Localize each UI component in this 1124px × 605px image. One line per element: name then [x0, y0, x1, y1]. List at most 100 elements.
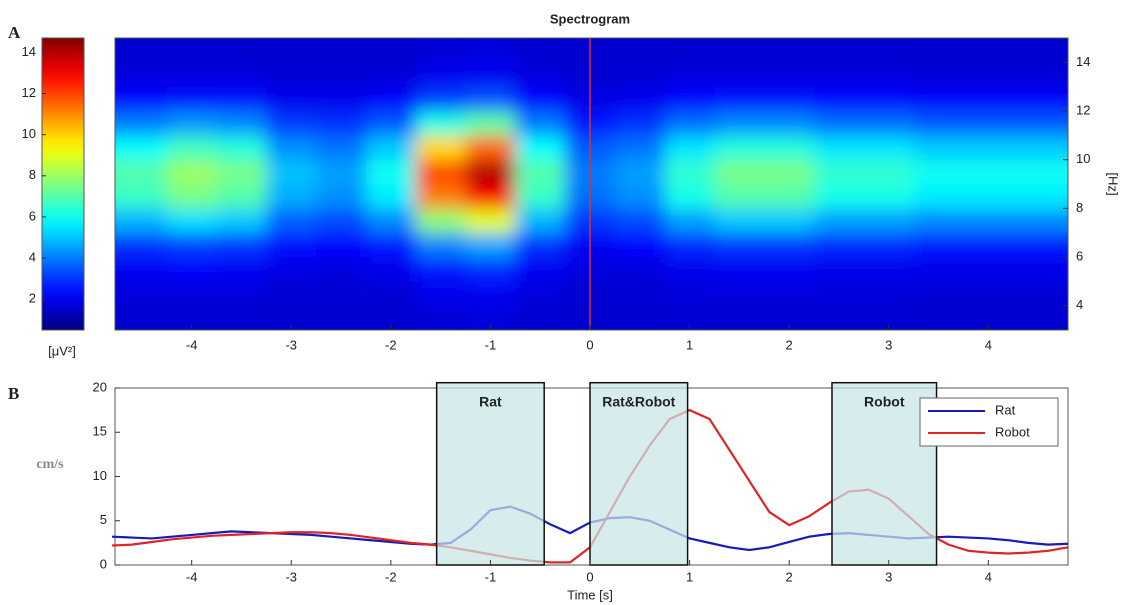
y-axis-title: cm/s: [36, 457, 64, 472]
heatmap-cell: [316, 281, 367, 307]
heatmap-cell: [415, 86, 467, 112]
heatmap-cell: [1013, 257, 1068, 282]
colorbar-tick-label: 2: [29, 291, 36, 306]
heatmap-cell: [814, 135, 865, 161]
heatmap-cell: [664, 184, 715, 209]
heatmap-cell: [913, 111, 964, 136]
y-tick-label: 12: [1076, 102, 1090, 117]
heatmap-cell: [963, 257, 1014, 282]
heatmap-cell: [515, 135, 566, 161]
colorbar-tick-label: 6: [29, 208, 36, 223]
heatmap-cell: [963, 281, 1014, 307]
heatmap-cell: [814, 38, 865, 63]
heatmap-cell: [415, 135, 467, 161]
heatmap-cell: [415, 305, 467, 330]
period-label: Rat&Robot: [602, 393, 675, 409]
heatmap-cell: [365, 111, 417, 136]
heatmap-cell: [465, 62, 516, 88]
y-tick-label: 20: [93, 379, 107, 394]
x-tick-label: -2: [385, 569, 397, 584]
heatmap-cell: [863, 257, 915, 282]
heatmap-cell: [714, 281, 765, 307]
heatmap-cell: [166, 111, 218, 136]
x-tick-label: 3: [885, 569, 892, 584]
heatmap-cell: [913, 281, 964, 307]
heatmap-cell: [714, 111, 765, 136]
heatmap-cell: [166, 184, 218, 209]
heatmap-cell: [115, 232, 168, 258]
heatmap: [115, 38, 1068, 330]
heatmap-cell: [515, 86, 566, 112]
heatmap-cell: [515, 232, 566, 258]
chart-title: Spectrogram: [550, 11, 630, 26]
heatmap-cell: [814, 159, 865, 185]
period-box: [435, 381, 545, 566]
heatmap-cell: [814, 305, 865, 330]
heatmap-cell: [664, 86, 715, 112]
heatmap-cell: [764, 208, 815, 234]
period-box: [589, 381, 689, 566]
heatmap-cell: [863, 86, 915, 112]
heatmap-cell: [316, 232, 367, 258]
x-tick-label: -3: [285, 569, 297, 584]
heatmap-cell: [913, 208, 964, 234]
heatmap-cell: [614, 135, 666, 161]
x-axis-title: Time [s]: [567, 587, 613, 602]
heatmap-cell: [614, 257, 666, 282]
heatmap-cell: [664, 62, 715, 88]
legend: [919, 397, 1059, 447]
heatmap-cell: [115, 208, 168, 234]
heatmap-cell: [515, 208, 566, 234]
heatmap-cell: [365, 159, 417, 185]
colorbar-tick-label: 12: [22, 85, 36, 100]
heatmap-cell: [266, 232, 317, 258]
heatmap-cell: [963, 208, 1014, 234]
heatmap-cell: [614, 111, 666, 136]
heatmap-cell: [515, 257, 566, 282]
heatmap-cell: [415, 62, 467, 88]
heatmap-cell: [115, 86, 168, 112]
heatmap-cell: [515, 159, 566, 185]
y-tick-label: 10: [93, 468, 107, 483]
heatmap-cell: [266, 38, 317, 63]
heatmap-cell: [115, 159, 168, 185]
heatmap-cell: [365, 184, 417, 209]
heatmap-cell: [365, 208, 417, 234]
panel-label: A: [8, 23, 21, 42]
heatmap-cell: [465, 159, 516, 185]
heatmap-cell: [316, 257, 367, 282]
heatmap-cell: [365, 38, 417, 63]
heatmap-cell: [415, 208, 467, 234]
heatmap-cell: [266, 281, 317, 307]
x-tick-label: 1: [686, 569, 693, 584]
x-tick-label: 0: [586, 569, 593, 584]
heatmap-cell: [614, 159, 666, 185]
heatmap-cell: [415, 184, 467, 209]
x-tick-label: -1: [485, 569, 497, 584]
y-tick-label: 5: [100, 512, 107, 527]
heatmap-cell: [266, 257, 317, 282]
y-tick-label: 6: [1076, 248, 1083, 263]
heatmap-cell: [166, 135, 218, 161]
heatmap-cell: [764, 135, 815, 161]
y-tick-label: 10: [1076, 151, 1090, 166]
heatmap-cell: [365, 86, 417, 112]
heatmap-cell: [1013, 159, 1068, 185]
heatmap-cell: [863, 111, 915, 136]
colorbar-tick-label: 10: [22, 126, 36, 141]
heatmap-cell: [216, 159, 267, 185]
y-axis-title: [Hz]: [1106, 172, 1121, 195]
heatmap-cell: [515, 184, 566, 209]
heatmap-cell: [115, 257, 168, 282]
heatmap-cell: [216, 208, 267, 234]
heatmap-cell: [714, 135, 765, 161]
heatmap-cell: [714, 159, 765, 185]
heatmap-cell: [216, 62, 267, 88]
heatmap-cell: [115, 38, 168, 63]
heatmap-cell: [1013, 111, 1068, 136]
heatmap-cell: [664, 135, 715, 161]
heatmap-cell: [316, 184, 367, 209]
heatmap-cell: [1013, 305, 1068, 330]
heatmap-cell: [166, 159, 218, 185]
